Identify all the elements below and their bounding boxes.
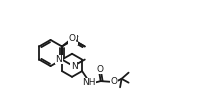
Text: NH: NH (82, 78, 96, 87)
Text: N: N (71, 35, 77, 44)
Text: N: N (55, 55, 62, 64)
Text: O: O (110, 77, 117, 86)
Text: N: N (71, 62, 77, 71)
Text: O: O (96, 65, 103, 74)
Text: O: O (69, 34, 76, 43)
